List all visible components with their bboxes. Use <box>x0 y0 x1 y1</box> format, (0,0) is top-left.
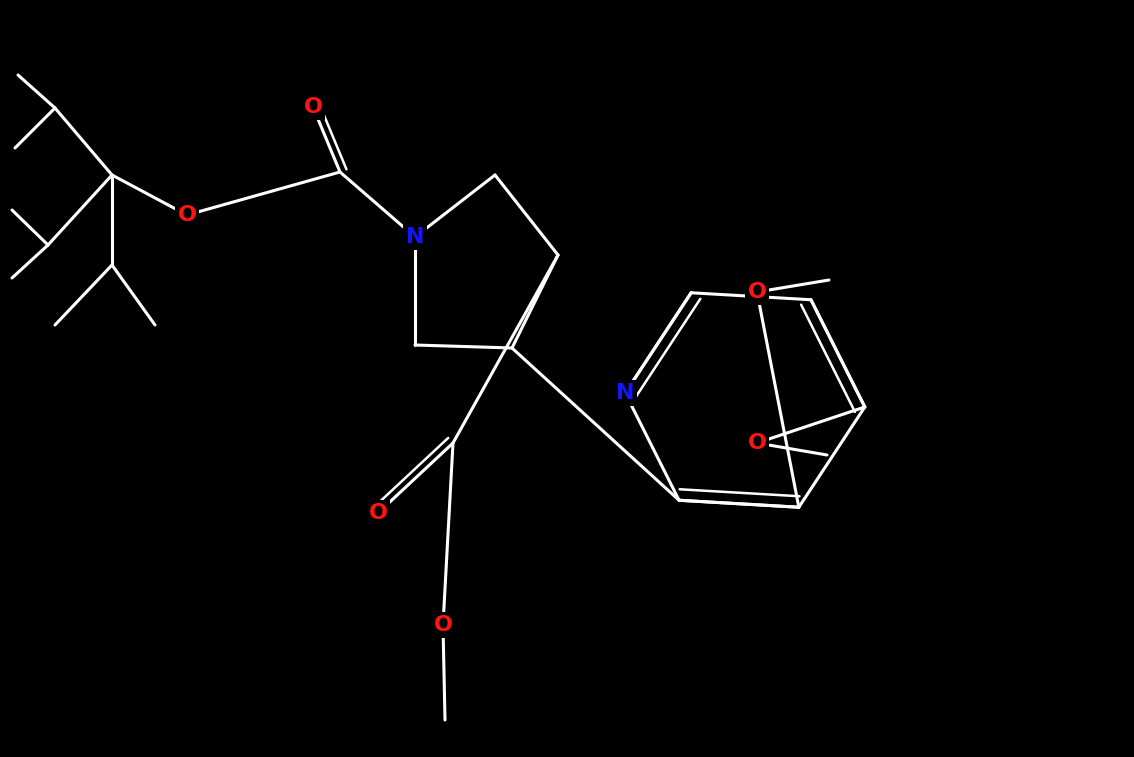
Text: N: N <box>406 227 424 247</box>
Text: O: O <box>747 282 767 302</box>
Text: O: O <box>304 97 322 117</box>
Text: N: N <box>616 383 634 403</box>
Text: O: O <box>433 615 452 635</box>
Text: O: O <box>747 433 767 453</box>
Text: O: O <box>178 205 196 225</box>
Text: O: O <box>369 503 388 523</box>
